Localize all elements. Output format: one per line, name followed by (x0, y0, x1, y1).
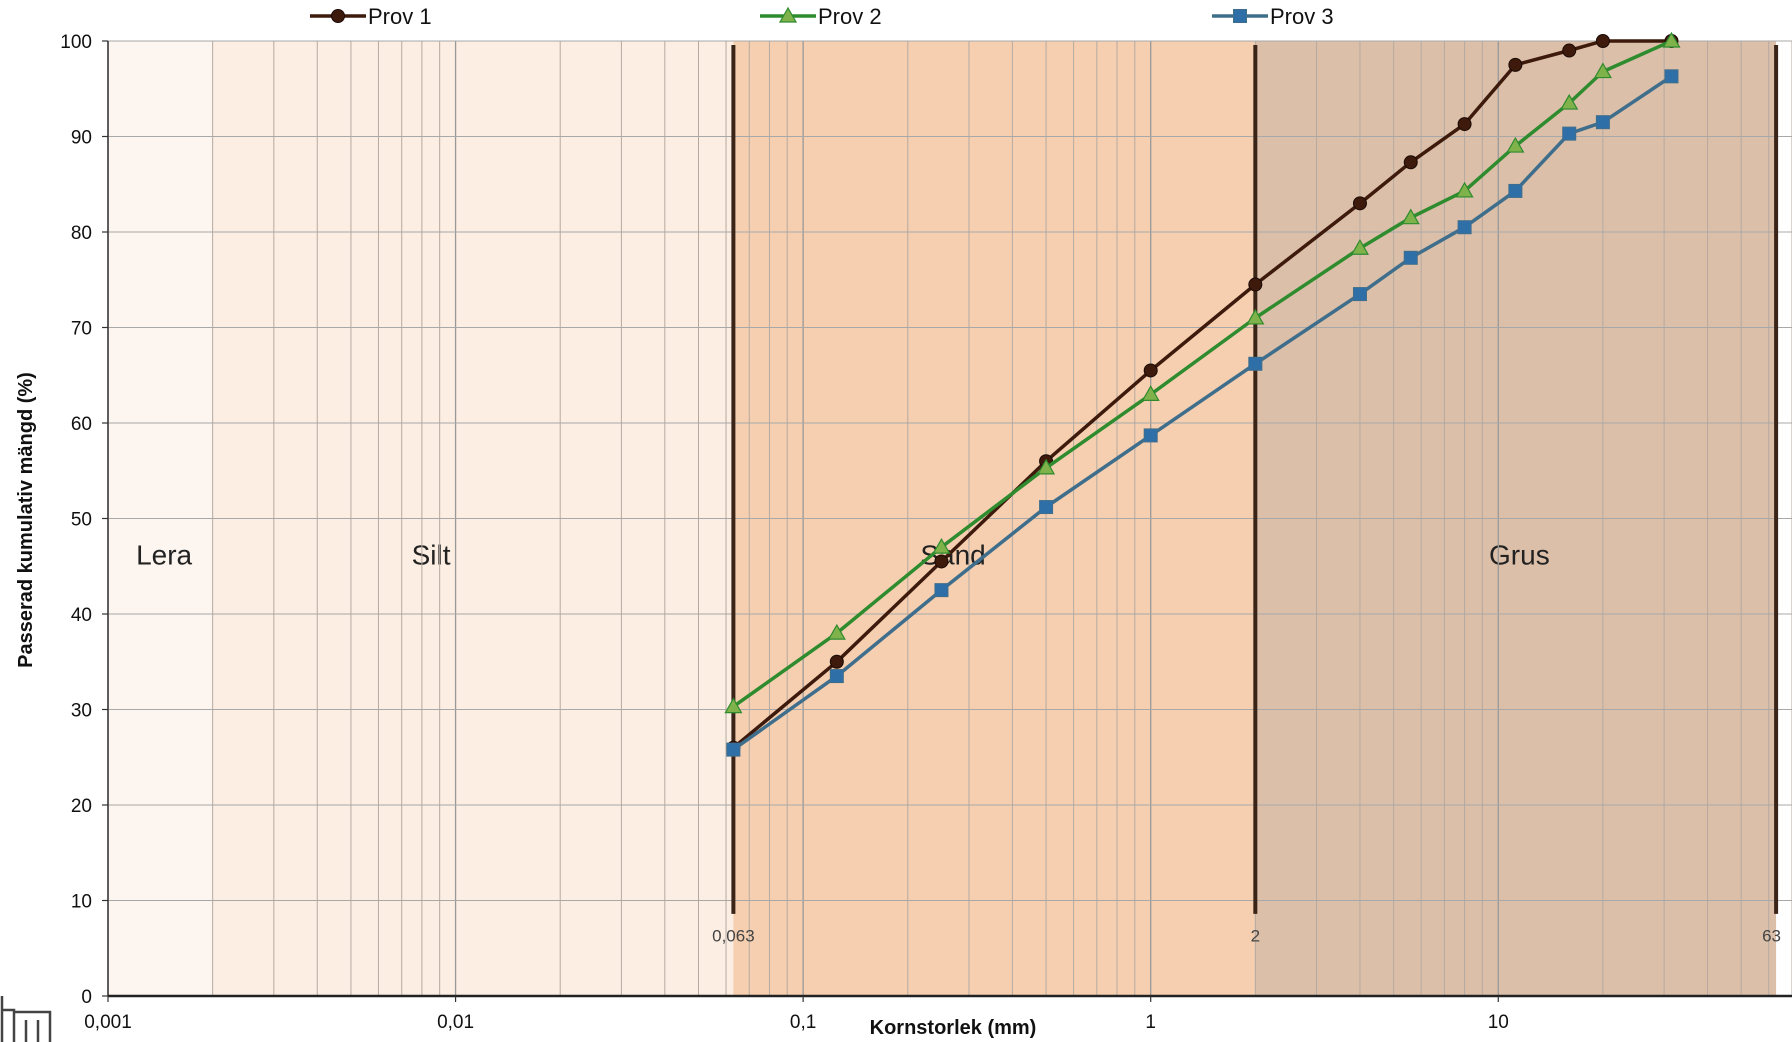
boundary-label: 0,063 (712, 927, 755, 946)
data-point (1562, 43, 1577, 58)
data-point (1403, 250, 1418, 265)
data-point (1664, 69, 1679, 84)
data-point (934, 554, 949, 569)
data-point (1508, 183, 1523, 198)
data-point (724, 697, 743, 714)
data-point (1595, 115, 1610, 130)
legend-item: Prov 2 (760, 4, 882, 29)
x-tick-label: 0,1 (790, 1012, 816, 1033)
data-point (1455, 181, 1474, 198)
x-tick-label: 0,001 (84, 1012, 132, 1033)
series-prov-2 (724, 31, 1681, 714)
legend-item: Prov 3 (1212, 4, 1334, 29)
data-point (827, 623, 846, 640)
data-point (1248, 356, 1263, 371)
x-axis-label: Kornstorlek (mm) (870, 1017, 1037, 1039)
y-tick-label: 100 (60, 32, 92, 53)
data-point (1233, 9, 1247, 23)
series-prov-3 (726, 69, 1679, 757)
y-tick-label: 70 (71, 319, 92, 340)
legend-label: Prov 3 (1270, 4, 1334, 29)
data-point (1506, 136, 1525, 153)
data-point (726, 742, 741, 757)
y-tick-label: 90 (71, 128, 92, 149)
data-point (1037, 458, 1056, 475)
data-point (1352, 196, 1367, 211)
data-point (1662, 31, 1681, 48)
data-point (1141, 385, 1160, 401)
data-point (1560, 93, 1579, 110)
data-point (1593, 62, 1612, 79)
legend-label: Prov 1 (368, 4, 432, 29)
boundary-layer: 0,063 2 63 (712, 45, 1781, 946)
x-tick-label: 1 (1145, 1012, 1156, 1033)
y-tick-label: 30 (71, 701, 92, 722)
data-point (1401, 208, 1420, 225)
series-layer (724, 31, 1681, 757)
data-point (1248, 277, 1263, 292)
y-tick-label: 20 (71, 796, 92, 817)
boundary-label: 2 (1251, 927, 1260, 946)
data-point (829, 654, 844, 669)
zone-label-silt: Silt (412, 539, 451, 570)
data-point (1595, 34, 1610, 48)
data-point (1457, 117, 1472, 132)
y-axis-label: Passerad kumulativ mängd (%) (15, 372, 37, 668)
data-point (331, 9, 345, 23)
data-point (1508, 57, 1523, 72)
data-point (1039, 500, 1054, 515)
legend-label: Prov 2 (818, 4, 882, 29)
data-point (1457, 220, 1472, 235)
data-point (1403, 155, 1418, 170)
data-point (1352, 287, 1367, 302)
x-tick-label: 0,01 (437, 1012, 474, 1033)
y-tick-label: 60 (71, 414, 92, 435)
legend-item: Prov 1 (310, 4, 432, 29)
data-point (1246, 308, 1265, 325)
y-tick-label: 40 (71, 605, 92, 626)
y-tick-label: 10 (71, 892, 92, 913)
bar-chart-icon (0, 996, 52, 1042)
zone-label-grus: Grus (1489, 539, 1550, 570)
boundary-label: 63 (1762, 927, 1781, 946)
x-tick-label: 10 (1488, 1012, 1509, 1033)
data-point (934, 583, 949, 598)
data-point (1143, 428, 1158, 443)
y-tick-label: 80 (71, 223, 92, 244)
data-point (1562, 126, 1577, 141)
data-point (778, 6, 798, 23)
data-point (829, 669, 844, 684)
y-tick-label: 0 (81, 987, 92, 1008)
axis-layer: 0 10 20 30 40 50 60 70 80 90 100 0,001 0,01 0,1 1 10 (60, 32, 1792, 1033)
data-point (1143, 363, 1158, 378)
data-point (932, 537, 951, 554)
y-tick-label: 50 (71, 510, 92, 531)
data-point (1350, 239, 1369, 255)
legend-layer: Prov 1 Prov 2 Prov 3 (310, 4, 1334, 29)
zone-label-lera: Lera (136, 539, 192, 570)
